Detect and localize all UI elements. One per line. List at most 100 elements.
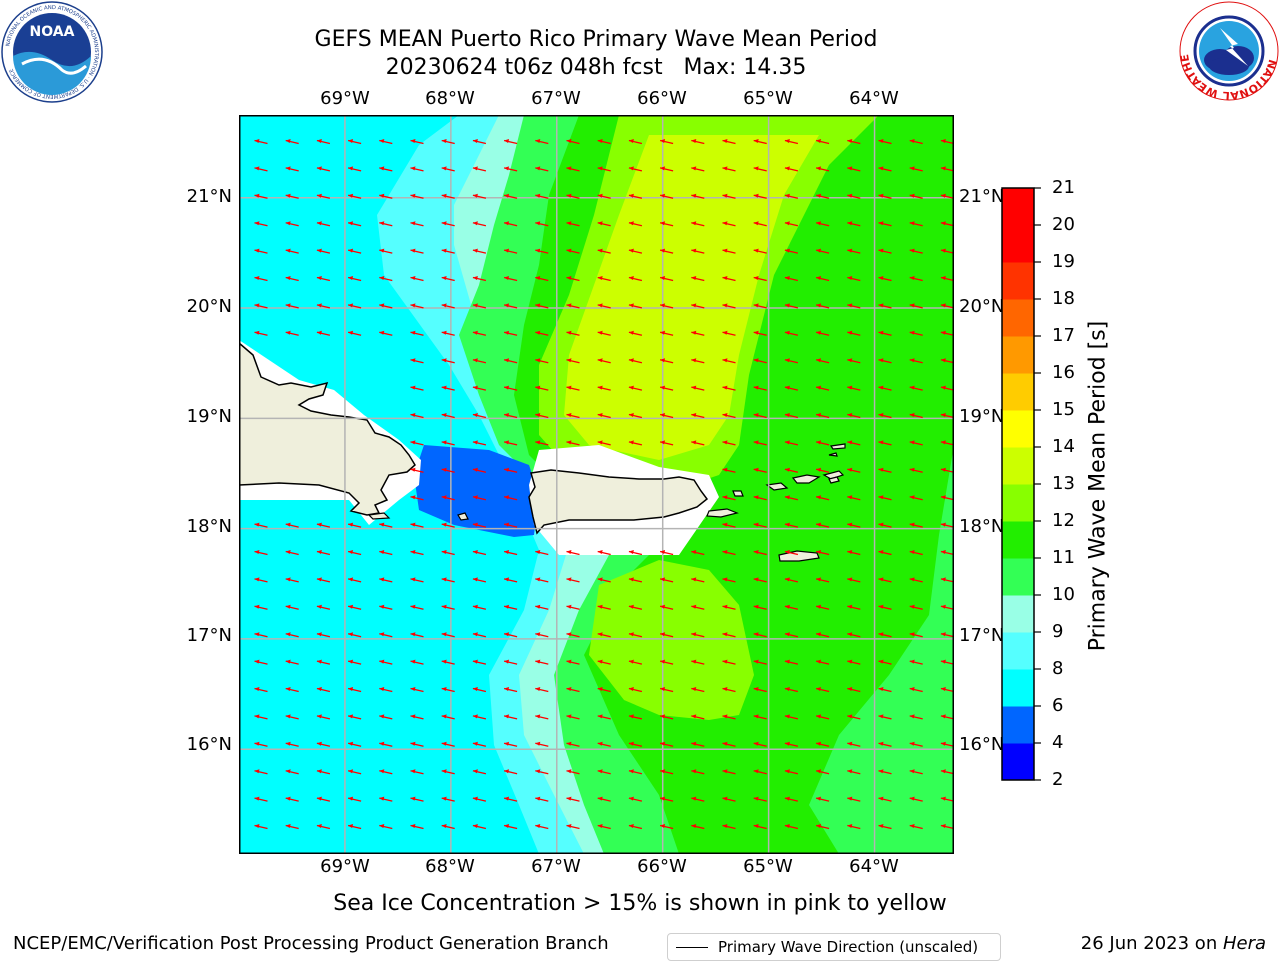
colorbar-tick-label: 4: [1052, 732, 1064, 753]
wave-arrow: [441, 714, 455, 720]
wave-arrow: [566, 139, 580, 145]
wave-arrow: [691, 193, 705, 199]
wave-arrow: [940, 330, 954, 336]
wave-arrow: [628, 769, 643, 775]
lon-label-top-65w: 65°W: [743, 88, 793, 109]
wave-arrow: [566, 824, 580, 830]
wave-arrow: [753, 796, 767, 802]
wave-arrow: [753, 741, 767, 747]
lat-label-right-17n: 17°N: [959, 625, 1005, 646]
wave-arrow: [316, 632, 331, 638]
wave-arrow: [503, 741, 518, 747]
wave-arrow: [847, 330, 861, 336]
wave-arrow: [503, 604, 518, 610]
wave-arrow: [691, 248, 705, 254]
wave-arrow: [628, 824, 643, 830]
wave-arrow: [909, 741, 923, 747]
wave-arrow: [628, 385, 643, 391]
wave-arrow: [815, 166, 830, 172]
wave-arrow: [815, 687, 830, 693]
wave-arrow: [815, 440, 830, 446]
wave-arrow: [285, 577, 299, 583]
wave-arrow: [784, 796, 799, 802]
wave-arrow: [847, 413, 861, 419]
wave-arrow: [410, 248, 424, 254]
wave-arrow: [753, 604, 767, 610]
wave-arrow: [254, 577, 268, 583]
lat-label-left-19n: 19°N: [186, 406, 232, 427]
wave-arrow: [316, 714, 331, 720]
wave-arrow: [379, 166, 393, 172]
wave-arrow: [722, 522, 736, 528]
footer-date-text: 26 Jun 2023 on: [1080, 933, 1223, 954]
wave-arrow: [722, 166, 736, 172]
lat-label-right-16n: 16°N: [959, 734, 1005, 755]
wave-arrow: [410, 741, 424, 747]
wave-arrow: [909, 495, 923, 501]
wave-arrow: [909, 467, 923, 473]
wave-arrow: [784, 769, 799, 775]
wave-arrow: [410, 796, 424, 802]
colorbar-tick-label: 19: [1052, 251, 1075, 272]
wave-arrow: [878, 276, 892, 282]
contour-east-10-11: [809, 445, 954, 854]
wave-arrow: [847, 467, 861, 473]
footer-credit: NCEP/EMC/Verification Post Processing Pr…: [13, 933, 609, 954]
lat-label-left-18n: 18°N: [186, 516, 232, 537]
wave-arrow: [410, 659, 424, 665]
wave-arrow: [410, 276, 424, 282]
colorbar-tick-label: 12: [1052, 510, 1075, 531]
wave-arrow: [379, 139, 393, 145]
sea-ice-note: Sea Ice Concentration > 15% is shown in …: [333, 891, 947, 916]
wave-arrow: [441, 385, 455, 391]
wave-arrow: [316, 193, 331, 199]
wave-arrow: [347, 248, 362, 254]
wave-arrow: [815, 550, 830, 556]
wave-arrow: [566, 385, 580, 391]
wave-arrow: [722, 221, 736, 227]
lat-label-right-19n: 19°N: [959, 406, 1005, 427]
wave-arrow: [847, 741, 861, 747]
wave-arrow: [784, 139, 799, 145]
wave-arrow: [847, 604, 861, 610]
wave-arrow: [909, 440, 923, 446]
wave-arrow: [847, 385, 861, 391]
wave-arrow: [285, 550, 299, 556]
wave-arrow: [566, 440, 580, 446]
wave-arrow: [722, 303, 736, 309]
wave-arrow: [410, 522, 424, 528]
wave-arrow: [597, 358, 611, 364]
colorbar-segment: [1002, 743, 1034, 781]
wave-arrow: [878, 769, 892, 775]
colorbar-segment: [1002, 188, 1034, 226]
wave-arrow: [722, 604, 736, 610]
wave-arrow: [628, 550, 643, 556]
wave-arrow: [659, 824, 674, 830]
wave-arrow: [815, 769, 830, 775]
colorbar-segment: [1002, 299, 1034, 337]
wave-arrow: [878, 741, 892, 747]
wave-arrow: [410, 221, 424, 227]
wave-arrow: [379, 577, 393, 583]
wave-arrow: [753, 221, 767, 227]
wave-arrow: [472, 303, 487, 309]
wave-arrow: [722, 659, 736, 665]
wave-arrow: [722, 796, 736, 802]
lon-label-bottom-66w: 66°W: [637, 856, 687, 877]
wave-arrow: [503, 358, 518, 364]
wave-arrow: [566, 714, 580, 720]
wave-arrow: [878, 522, 892, 528]
wave-arrow: [753, 248, 767, 254]
wave-arrow: [535, 687, 549, 693]
wave-arrow: [285, 714, 299, 720]
wave-arrow: [285, 330, 299, 336]
sombrero-island: [828, 452, 838, 457]
wave-arrow: [847, 632, 861, 638]
wave-arrow: [847, 577, 861, 583]
map-border: [239, 115, 954, 854]
wave-arrow: [597, 796, 611, 802]
wave-arrow: [784, 385, 799, 391]
wave-arrow: [347, 769, 362, 775]
wave-arrow: [722, 495, 736, 501]
wave-arrow: [753, 632, 767, 638]
